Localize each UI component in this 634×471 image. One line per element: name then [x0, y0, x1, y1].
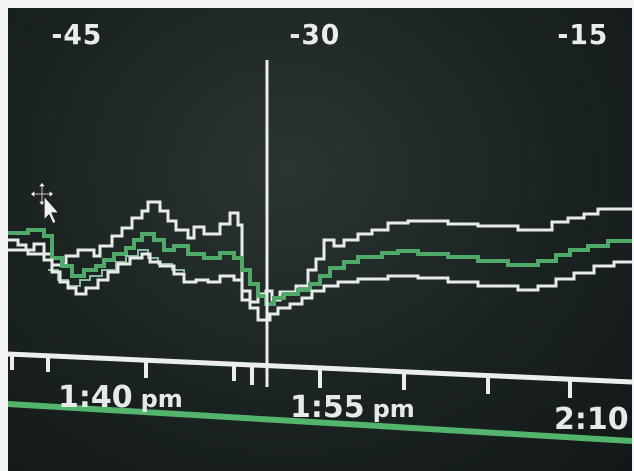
top-scale-label-minus-30: -30 [289, 18, 341, 51]
time-label-1-55: 1:55 pm [290, 390, 415, 425]
trace-lower-bound [8, 248, 632, 322]
time-label-2-10-time: 2:10 [554, 402, 629, 437]
time-label-1-55-ampm: pm [372, 395, 415, 423]
trend-chart [8, 60, 632, 444]
trace-upper-bound [8, 200, 632, 304]
move-cursor-icon [29, 181, 61, 225]
move-cursor-cross [29, 181, 55, 207]
time-axis-ticks [10, 354, 572, 398]
time-label-1-40-ampm: pm [140, 385, 183, 413]
monitor-screen: -45 -30 -15 [8, 8, 632, 471]
time-label-1-40: 1:40 pm [58, 380, 183, 415]
bottom-status-band [8, 401, 632, 444]
top-scale-label-minus-45: -45 [51, 18, 103, 51]
time-label-1-40-time: 1:40 [58, 380, 133, 415]
time-label-2-10: 2:10 [554, 402, 629, 437]
trace-center [8, 228, 632, 306]
move-cursor-arrow [43, 194, 61, 225]
time-label-1-55-time: 1:55 [290, 390, 365, 425]
top-scale-label-minus-15: -15 [557, 18, 609, 51]
